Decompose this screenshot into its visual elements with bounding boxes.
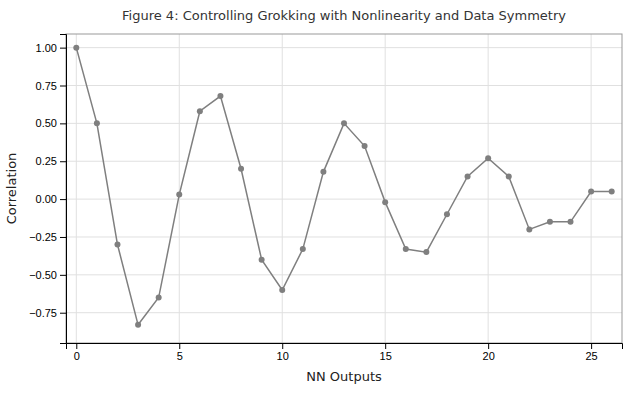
x-tick-label: 5: [177, 350, 183, 362]
y-tick-mark: [60, 237, 66, 238]
x-grid-line: [488, 34, 489, 343]
y-tick: 0.75: [36, 80, 66, 92]
point: [341, 120, 347, 126]
x-tick-mark: [76, 343, 77, 349]
point: [403, 246, 409, 252]
x-tick-mark: [282, 343, 283, 349]
y-grid-line: [66, 85, 622, 86]
point: [609, 189, 615, 195]
point: [197, 108, 203, 114]
y-tick-mark: [60, 123, 66, 124]
point: [547, 219, 553, 225]
x-tick: 25: [585, 343, 597, 362]
y-tick: 0.00: [36, 193, 66, 205]
x-tick-mark: [591, 343, 592, 349]
point: [423, 249, 429, 255]
chart-svg: 0 5 10 15 20 25 −0.75 −0.50 −0.25 0.00 0.25 0.50 0.7…: [0, 0, 640, 393]
y-grid-line: [66, 274, 622, 275]
y-tick: 0.50: [36, 117, 66, 129]
point: [238, 166, 244, 172]
point: [382, 199, 388, 205]
x-tick-label: 20: [483, 350, 495, 362]
point: [114, 242, 120, 248]
y-tick-label: 0.75: [36, 80, 57, 92]
point: [279, 287, 285, 293]
plot-frame: [66, 34, 622, 343]
y-tick-mark: [60, 161, 66, 162]
y-axis: −0.75 −0.50 −0.25 0.00 0.25 0.50 0.75 1.00: [29, 35, 66, 344]
point: [73, 45, 79, 51]
y-grid-line: [66, 236, 622, 237]
x-grid-line: [385, 34, 386, 343]
x-grid-line: [591, 34, 592, 343]
x-axis-label: NN Outputs: [306, 369, 382, 384]
point: [526, 226, 532, 232]
point: [506, 173, 512, 179]
marks: [73, 45, 614, 328]
point: [135, 322, 141, 328]
y-tick-label: −0.25: [29, 231, 57, 243]
point: [176, 192, 182, 198]
point: [444, 211, 450, 217]
y-grid-line: [66, 199, 622, 200]
plot-area: 0 5 10 15 20 25 −0.75 −0.50 −0.25 0.00 0.25 0.50 0.7…: [29, 34, 622, 362]
point: [485, 155, 491, 161]
y-tick-mark: [60, 199, 66, 200]
x-tick: 0: [74, 343, 80, 362]
y-grid-line: [66, 47, 622, 48]
x-grid-line: [282, 34, 283, 343]
point: [588, 189, 594, 195]
point: [259, 257, 265, 263]
x-axis-domain: [67, 344, 623, 350]
x-tick-label: 15: [380, 350, 392, 362]
point: [217, 93, 223, 99]
point: [568, 219, 574, 225]
x-tick-mark: [179, 343, 180, 349]
x-tick: 10: [277, 343, 289, 362]
y-tick: −0.75: [29, 307, 66, 319]
line: [76, 48, 611, 325]
x-tick-label: 10: [277, 350, 289, 362]
y-tick-label: −0.50: [29, 269, 57, 281]
title: Figure 4: Controlling Grokking with Nonl…: [122, 8, 566, 23]
y-grid-line: [66, 161, 622, 162]
x-tick-mark: [488, 343, 489, 349]
y-axis-domain: [60, 35, 67, 344]
point: [362, 143, 368, 149]
x-tick: 5: [177, 343, 183, 362]
point: [156, 295, 162, 301]
x-axis: 0 5 10 15 20 25: [67, 343, 623, 362]
grid: [66, 34, 622, 343]
y-tick-mark: [60, 313, 66, 314]
y-tick-mark: [60, 275, 66, 276]
y-tick-label: 0.00: [36, 193, 57, 205]
x-tick-mark: [385, 343, 386, 349]
y-tick-mark: [60, 86, 66, 87]
x-tick: 20: [483, 343, 495, 362]
point: [465, 173, 471, 179]
y-tick-label: 0.25: [36, 155, 57, 167]
point: [320, 169, 326, 175]
y-tick-mark: [60, 48, 66, 49]
point: [94, 120, 100, 126]
x-grid-line: [179, 34, 180, 343]
x-tick-label: 0: [74, 350, 80, 362]
y-tick: 1.00: [36, 42, 66, 54]
y-grid-line: [66, 312, 622, 313]
y-tick: −0.50: [29, 269, 66, 281]
x-tick: 15: [380, 343, 392, 362]
x-tick-label: 25: [585, 350, 597, 362]
y-axis-label: Correlation: [4, 153, 19, 225]
y-tick-label: 1.00: [36, 42, 57, 54]
y-tick: −0.25: [29, 231, 66, 243]
y-tick-label: −0.75: [29, 307, 57, 319]
point: [300, 246, 306, 252]
y-tick-label: 0.50: [36, 117, 57, 129]
y-tick: 0.25: [36, 155, 66, 167]
x-grid-line: [76, 34, 77, 343]
